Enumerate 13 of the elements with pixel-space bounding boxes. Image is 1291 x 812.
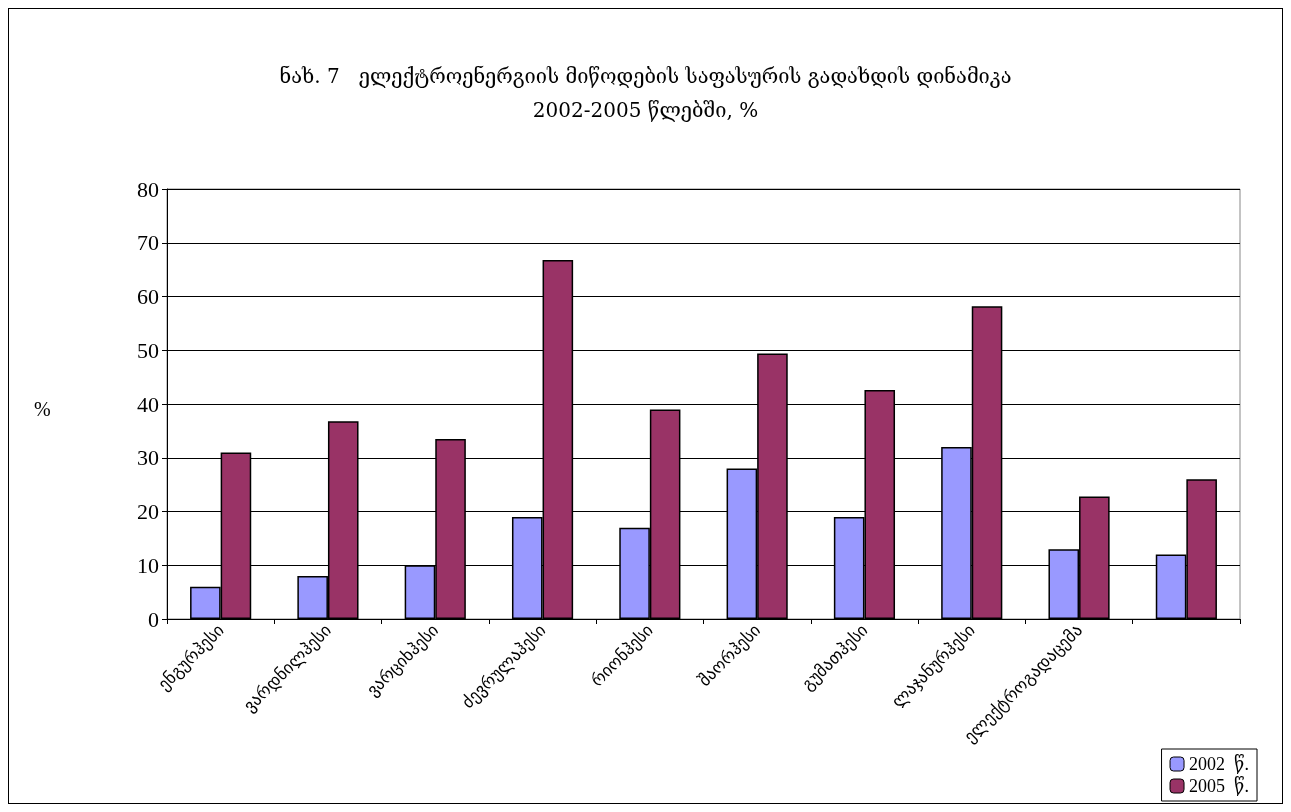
y-tick-label: 80 [137, 176, 159, 202]
y-tick-label: 0 [148, 606, 159, 632]
y-tick-label: 60 [137, 284, 159, 309]
y-tick-label: 50 [137, 337, 159, 363]
y-tick-label: 40 [137, 391, 159, 417]
y-tick-label: 70 [137, 230, 159, 256]
y-tick-label: 30 [137, 445, 159, 471]
y-axis-title: % [34, 398, 51, 420]
legend-label: 2005 წ. [1189, 776, 1249, 796]
chart-title: ნახ. 7 ელექტროენერგიის მიწოდების საფასურის გადახდის დინამიკა 2002-2005 წლებში, % [279, 64, 1012, 122]
y-tick-label: 10 [137, 552, 159, 578]
legend-label: 2002 წ. [1189, 754, 1249, 774]
y-tick-label: 20 [137, 499, 159, 524]
